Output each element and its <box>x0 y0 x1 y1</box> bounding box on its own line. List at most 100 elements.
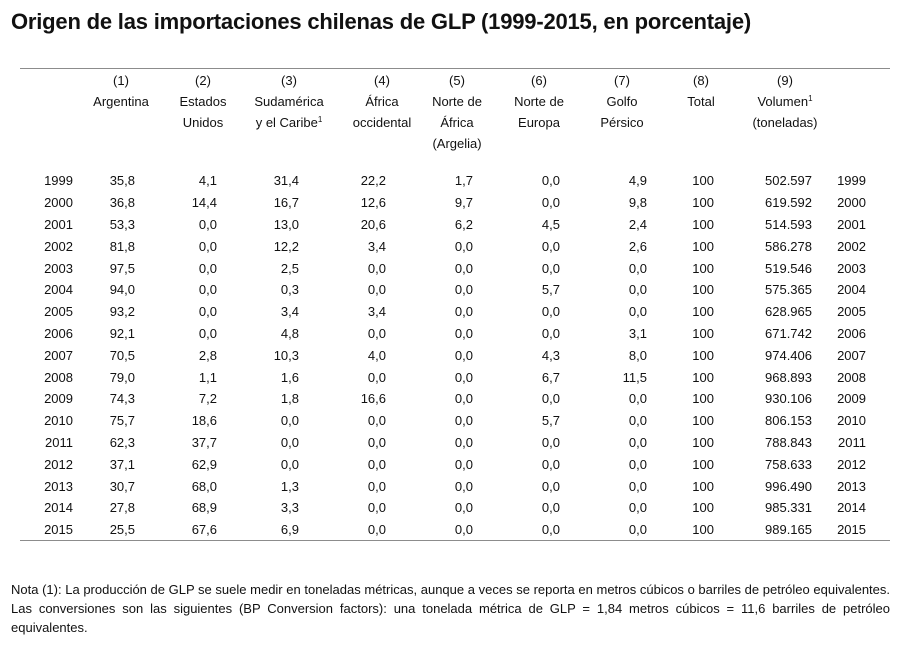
table-cell: 11,5 <box>622 369 647 385</box>
column-label: y el Caribe1 <box>255 115 323 130</box>
table-row: 2009 74,3 7,2 1,8 16,6 0,0 0,0 0,0 100 930.106 200… <box>0 388 866 410</box>
table-cell: 0,0 <box>454 391 473 407</box>
column-header: (1) Argentina <box>61 70 181 112</box>
table-cell: 0,0 <box>541 173 560 189</box>
table-cell: 0,0 <box>367 413 386 429</box>
table-row: 2011 62,3 37,7 0,0 0,0 0,0 0,0 0,0 100 788.843 201… <box>0 432 866 454</box>
table-cell: 53,3 <box>109 216 135 232</box>
table-cell: 16,7 <box>273 195 299 211</box>
column-number: (3) <box>281 73 297 88</box>
table-cell: 100 <box>692 391 714 407</box>
row-year-right: 2007 <box>837 347 866 363</box>
table-cell: 62,9 <box>191 456 217 472</box>
table-cell: 68,0 <box>191 478 217 494</box>
table-cell: 0,0 <box>367 478 386 494</box>
row-year: 2005 <box>44 304 73 320</box>
column-label: África <box>440 115 474 130</box>
table-cell: 0,0 <box>541 325 560 341</box>
table-cell: 0,0 <box>367 522 386 538</box>
row-year-right: 2003 <box>837 260 866 276</box>
column-label: (Argelia) <box>432 136 482 151</box>
footnote: Nota (1): La producción de GLP se suele … <box>11 582 890 635</box>
table-cell: 0,0 <box>367 456 386 472</box>
row-year: 1999 <box>44 173 73 189</box>
table-cell: 985.331 <box>765 500 812 516</box>
table-cell: 0,0 <box>628 304 647 320</box>
table-cell: 0,0 <box>454 500 473 516</box>
row-year: 2011 <box>45 434 73 450</box>
table-row: 2013 30,7 68,0 1,3 0,0 0,0 0,0 0,0 100 996.490 201… <box>0 475 866 497</box>
table-cell: 20,6 <box>360 216 386 232</box>
table-cell: 0,0 <box>367 282 386 298</box>
table-cell: 0,0 <box>198 304 217 320</box>
table-cell: 68,9 <box>191 500 217 516</box>
table-cell: 0,0 <box>628 282 647 298</box>
table-cell: 74,3 <box>109 391 135 407</box>
table-row: 2014 27,8 68,9 3,3 0,0 0,0 0,0 0,0 100 985.331 201… <box>0 497 866 519</box>
table-cell: 100 <box>692 522 714 538</box>
table-cell: 81,8 <box>109 238 135 254</box>
row-year-right: 2014 <box>837 500 866 516</box>
table-cell: 0,0 <box>541 522 560 538</box>
table-cell: 27,8 <box>109 500 135 516</box>
table-cell: 30,7 <box>109 478 135 494</box>
table-cell: 100 <box>692 434 714 450</box>
row-year-right: 2002 <box>837 238 866 254</box>
table-cell: 1,7 <box>454 173 473 189</box>
column-header: (2) Estados Unidos <box>143 70 263 133</box>
table-cell: 100 <box>692 238 714 254</box>
row-year-right: 2015 <box>837 522 866 538</box>
table-cell: 62,3 <box>109 434 135 450</box>
row-year-right: 2010 <box>837 413 866 429</box>
row-year: 2007 <box>44 347 73 363</box>
row-year-right: 2000 <box>837 195 866 211</box>
row-year-right: 2008 <box>837 369 866 385</box>
table-cell: 0,0 <box>628 478 647 494</box>
table-cell: 93,2 <box>109 304 135 320</box>
footnote-marker: 1 <box>808 94 813 103</box>
table-cell: 8,0 <box>628 347 647 363</box>
column-label: Norte de <box>432 94 482 109</box>
table-cell: 5,7 <box>541 413 560 429</box>
table-row: 2001 53,3 0,0 13,0 20,6 6,2 4,5 2,4 100 514.593 20… <box>0 214 866 236</box>
column-header: (4) África occidental <box>322 70 442 133</box>
table-cell: 0,0 <box>280 456 299 472</box>
table-cell: 0,0 <box>628 500 647 516</box>
table-row: 2008 79,0 1,1 1,6 0,0 0,0 6,7 11,5 100 968.893 200… <box>0 366 866 388</box>
table-cell: 0,0 <box>541 391 560 407</box>
row-year: 2014 <box>44 500 73 516</box>
table-cell: 0,0 <box>541 500 560 516</box>
table-cell: 3,4 <box>367 304 386 320</box>
row-year-right: 2012 <box>837 456 866 472</box>
column-header: (7) Golfo Pérsico <box>562 70 682 133</box>
table-cell: 1,8 <box>280 391 299 407</box>
table-cell: 0,0 <box>628 391 647 407</box>
table-cell: 0,0 <box>628 413 647 429</box>
table-cell: 100 <box>692 413 714 429</box>
table-cell: 0,0 <box>454 478 473 494</box>
table-cell: 0,0 <box>454 456 473 472</box>
column-number: (7) <box>614 73 630 88</box>
column-label: Volumen1 <box>757 94 813 109</box>
table-row: 2003 97,5 0,0 2,5 0,0 0,0 0,0 0,0 100 519.546 2003 <box>0 257 866 279</box>
table-cell: 10,3 <box>273 347 299 363</box>
table-cell: 75,7 <box>109 413 135 429</box>
row-year: 2013 <box>44 478 73 494</box>
table-cell: 18,6 <box>191 413 217 429</box>
column-label: (toneladas) <box>752 115 818 130</box>
row-year-right: 2005 <box>837 304 866 320</box>
table-row: 2012 37,1 62,9 0,0 0,0 0,0 0,0 0,0 100 758.633 201… <box>0 453 866 475</box>
table-cell: 0,0 <box>280 413 299 429</box>
table-cell: 0,0 <box>454 238 473 254</box>
column-label: Argentina <box>93 94 149 109</box>
column-label: Golfo <box>606 94 638 109</box>
table-cell: 4,9 <box>628 173 647 189</box>
table-cell: 996.490 <box>765 478 812 494</box>
table-cell: 100 <box>692 282 714 298</box>
column-number: (5) <box>449 73 465 88</box>
table-cell: 0,0 <box>198 260 217 276</box>
table-cell: 0,0 <box>454 369 473 385</box>
table-cell: 100 <box>692 304 714 320</box>
table-cell: 94,0 <box>109 282 135 298</box>
table-cell: 586.278 <box>765 238 812 254</box>
